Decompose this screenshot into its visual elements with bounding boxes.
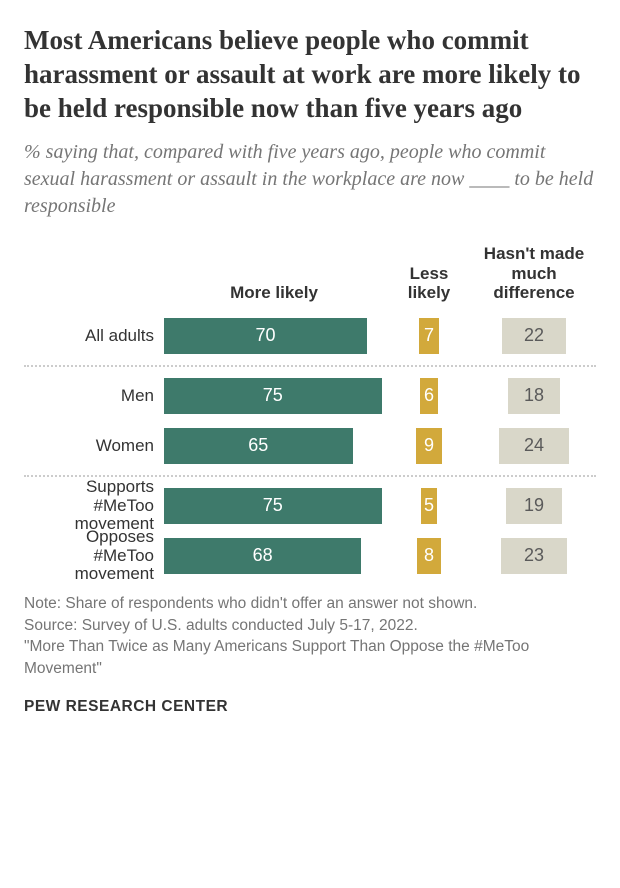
note-line: Note: Share of respondents who didn't of…: [24, 593, 596, 615]
bar-less-likely: 9: [416, 428, 442, 464]
bar-no-diff: 18: [508, 378, 560, 414]
source-attribution: PEW RESEARCH CENTER: [24, 698, 596, 716]
data-row: Supports #MeToo movement75 5 19: [24, 481, 596, 531]
data-row: Opposes #MeToo movement68 8 23: [24, 531, 596, 581]
row-label: All adults: [24, 327, 164, 346]
bar-less-likely: 8: [417, 538, 440, 574]
bar-no-diff: 22: [502, 318, 566, 354]
bar-more-likely: 68: [164, 538, 361, 574]
row-label: Women: [24, 437, 164, 456]
group-divider: [24, 365, 596, 367]
chart-notes: Note: Share of respondents who didn't of…: [24, 593, 596, 680]
col-header-nodiff: Hasn't made much difference: [474, 244, 594, 303]
note-line: "More Than Twice as Many Americans Suppo…: [24, 636, 596, 679]
note-line: Source: Survey of U.S. adults conducted …: [24, 615, 596, 637]
bar-more-likely: 65: [164, 428, 353, 464]
row-label: Opposes #MeToo movement: [24, 528, 164, 584]
bar-no-diff: 19: [506, 488, 561, 524]
chart-title: Most Americans believe people who commit…: [24, 24, 596, 125]
bar-less-likely: 7: [419, 318, 439, 354]
data-row: Women65 9 24: [24, 421, 596, 471]
bar-more-likely: 75: [164, 488, 382, 524]
col-header-more: More likely: [164, 283, 384, 303]
bar-more-likely: 75: [164, 378, 382, 414]
col-header-less: Less likely: [394, 264, 464, 303]
column-headers: More likely Less likely Hasn't made much…: [24, 244, 596, 303]
bar-no-diff: 24: [499, 428, 569, 464]
chart-area: More likely Less likely Hasn't made much…: [24, 244, 596, 581]
data-row: Men75 6 18: [24, 371, 596, 421]
data-row: All adults70 7 22: [24, 311, 596, 361]
row-label: Supports #MeToo movement: [24, 478, 164, 534]
bar-more-likely: 70: [164, 318, 367, 354]
bar-less-likely: 6: [420, 378, 437, 414]
bar-no-diff: 23: [501, 538, 568, 574]
row-label: Men: [24, 387, 164, 406]
chart-subtitle: % saying that, compared with five years …: [24, 139, 596, 220]
bar-less-likely: 5: [421, 488, 437, 524]
